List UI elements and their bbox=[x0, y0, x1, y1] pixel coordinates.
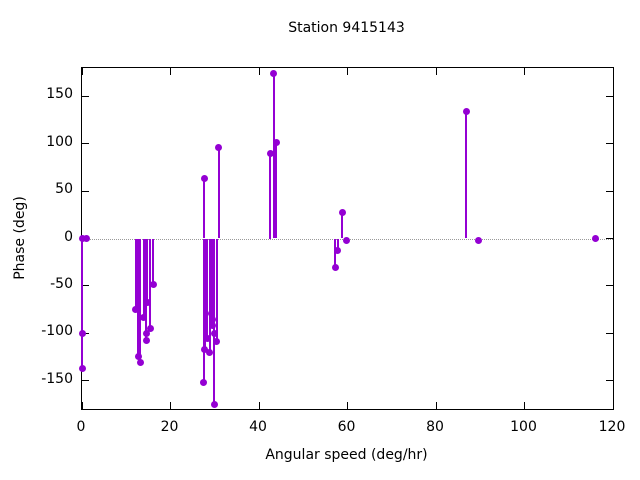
impulse-line bbox=[206, 238, 209, 339]
x-tick-mark bbox=[258, 68, 260, 75]
impulse-line bbox=[465, 111, 468, 239]
x-tick-mark bbox=[81, 402, 83, 409]
x-tick-label: 80 bbox=[426, 419, 444, 435]
y-tick-label: -100 bbox=[41, 323, 73, 340]
impulse-line bbox=[137, 238, 140, 357]
y-tick-mark bbox=[82, 143, 89, 145]
x-tick-label: 100 bbox=[510, 419, 537, 435]
x-tick-mark bbox=[612, 402, 614, 409]
data-point bbox=[462, 108, 470, 116]
impulse-line bbox=[146, 238, 149, 303]
data-point bbox=[82, 235, 90, 242]
y-tick-label: 150 bbox=[46, 86, 73, 103]
x-tick-mark bbox=[435, 68, 437, 75]
x-tick-label: 60 bbox=[337, 419, 356, 435]
x-tick-mark bbox=[524, 68, 525, 75]
data-point bbox=[343, 236, 351, 244]
data-point bbox=[215, 144, 223, 152]
y-tick-mark bbox=[606, 95, 613, 97]
data-point bbox=[210, 400, 218, 408]
impulse-line bbox=[213, 238, 216, 405]
data-point bbox=[136, 359, 144, 367]
y-tick-label: -150 bbox=[41, 370, 73, 387]
data-point bbox=[78, 364, 86, 372]
data-point bbox=[134, 353, 142, 361]
x-tick-label: 40 bbox=[249, 419, 267, 435]
impulse-line bbox=[269, 153, 272, 239]
impulse-line bbox=[341, 212, 344, 239]
chart-title: Station 9415143 bbox=[288, 20, 405, 36]
data-point bbox=[201, 345, 209, 353]
data-point bbox=[209, 322, 217, 330]
x-tick-label: 0 bbox=[76, 419, 86, 435]
y-tick-mark bbox=[82, 380, 89, 382]
data-point bbox=[213, 338, 221, 346]
data-point bbox=[200, 378, 208, 386]
y-tick-mark bbox=[82, 95, 89, 97]
x-tick-mark bbox=[258, 402, 260, 409]
data-point bbox=[143, 299, 151, 307]
x-tick-mark bbox=[170, 68, 171, 75]
impulse-line bbox=[275, 142, 278, 239]
y-tick-mark bbox=[82, 190, 89, 192]
data-point bbox=[142, 337, 150, 345]
impulse-line bbox=[152, 238, 155, 285]
y-tick-mark bbox=[606, 238, 613, 239]
y-tick-label: -50 bbox=[50, 275, 73, 292]
data-point bbox=[331, 264, 339, 272]
impulse-line bbox=[217, 147, 220, 239]
plot-area bbox=[78, 67, 614, 410]
data-point bbox=[149, 281, 157, 289]
y-tick-label: 0 bbox=[64, 228, 73, 245]
data-point bbox=[206, 348, 214, 356]
x-tick-mark bbox=[612, 68, 614, 75]
impulse-line bbox=[336, 238, 339, 251]
y-tick-label: 100 bbox=[46, 133, 73, 150]
data-point bbox=[78, 329, 86, 337]
impulse-line bbox=[139, 238, 142, 363]
x-tick-label: 20 bbox=[160, 419, 179, 435]
impulse-line bbox=[142, 238, 145, 318]
data-point bbox=[334, 247, 342, 255]
impulse-line bbox=[203, 238, 206, 350]
impulse-line bbox=[134, 238, 137, 310]
x-tick-mark bbox=[524, 402, 525, 409]
data-point bbox=[146, 324, 154, 332]
data-point bbox=[270, 70, 278, 78]
y-tick-mark bbox=[606, 332, 613, 334]
y-axis-label: Phase (deg) bbox=[12, 196, 28, 280]
x-tick-mark bbox=[435, 402, 437, 409]
impulse-line bbox=[272, 73, 275, 239]
data-point bbox=[79, 235, 87, 242]
y-tick-mark bbox=[606, 285, 613, 287]
y-tick-mark bbox=[606, 190, 613, 192]
data-point bbox=[132, 306, 140, 314]
impulse-line bbox=[211, 238, 214, 326]
data-point bbox=[266, 149, 274, 157]
data-point bbox=[338, 209, 346, 217]
y-tick-mark bbox=[82, 332, 89, 334]
data-point bbox=[140, 313, 148, 321]
y-tick-mark bbox=[606, 143, 613, 145]
data-point bbox=[203, 335, 211, 343]
x-tick-mark bbox=[170, 402, 171, 409]
x-tick-mark bbox=[81, 68, 83, 75]
impulse-line bbox=[203, 178, 206, 239]
x-tick-mark bbox=[347, 68, 348, 75]
data-point bbox=[200, 175, 208, 183]
impulse-line bbox=[208, 238, 211, 353]
impulse-line bbox=[145, 238, 148, 341]
y-tick-label: 50 bbox=[55, 181, 73, 198]
data-point bbox=[475, 236, 483, 244]
impulse-line bbox=[215, 238, 218, 342]
impulse-line bbox=[81, 238, 83, 334]
x-tick-label: 120 bbox=[598, 419, 626, 435]
y-tick-mark bbox=[606, 380, 613, 382]
data-point bbox=[272, 139, 280, 147]
x-tick-mark bbox=[347, 402, 348, 409]
y-tick-mark bbox=[82, 285, 89, 287]
data-point bbox=[591, 235, 599, 242]
x-axis-label: Angular speed (deg/hr) bbox=[265, 447, 428, 463]
